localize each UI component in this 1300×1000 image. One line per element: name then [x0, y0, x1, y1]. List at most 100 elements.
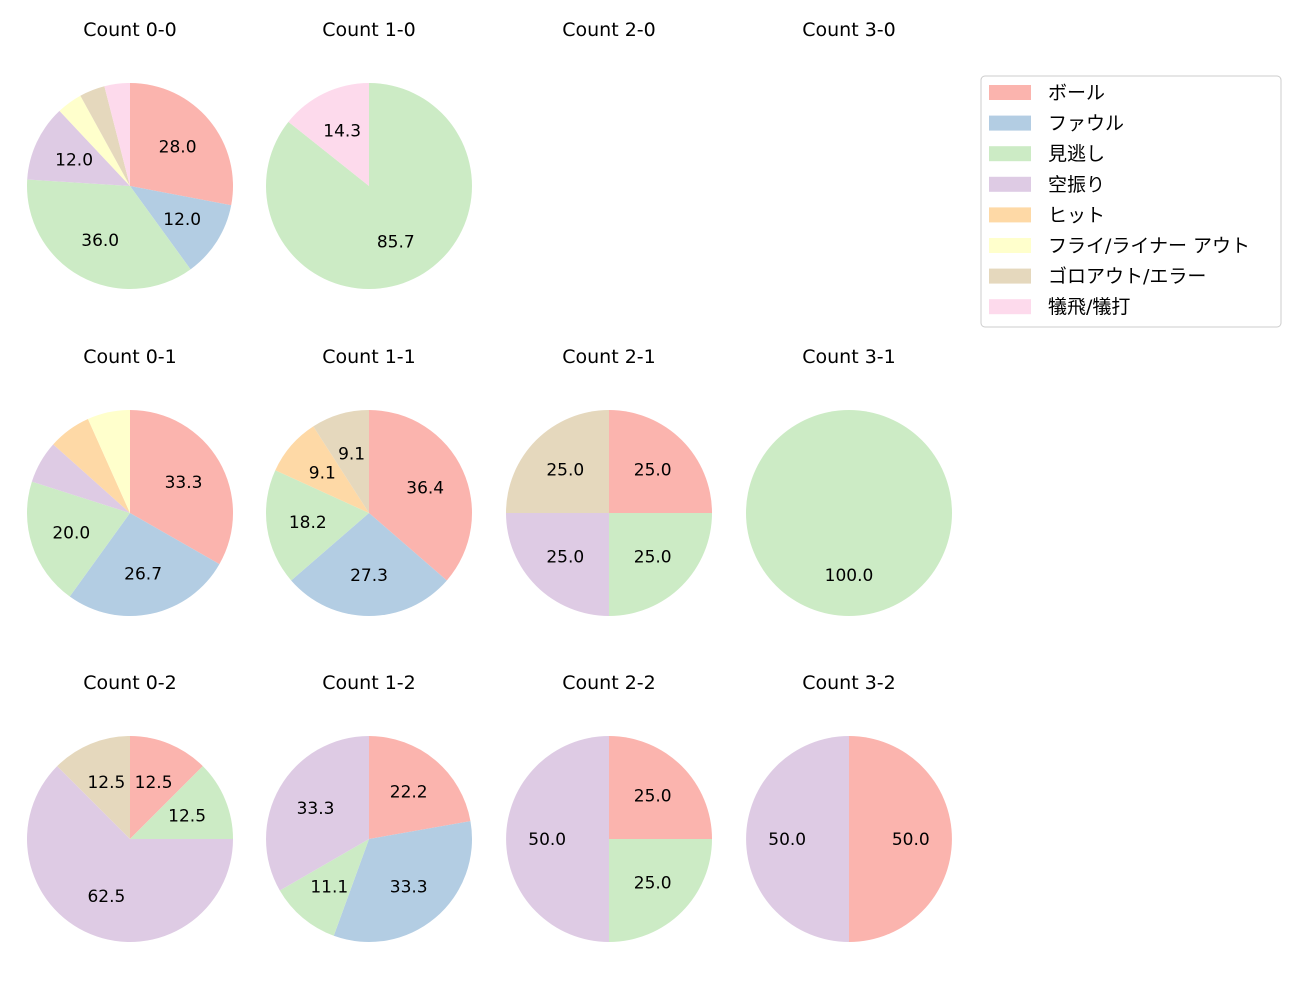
pie-chart: Count 3-1 100.0	[746, 346, 952, 616]
legend-swatch-hit	[989, 207, 1031, 223]
chart-title: Count 2-1	[562, 346, 656, 368]
legend-label: 空振り	[1048, 174, 1105, 196]
pie-slice-ball	[369, 736, 471, 839]
slice-label: 14.3	[323, 121, 361, 141]
chart-title: Count 3-0	[802, 19, 896, 41]
legend-swatch-groundout	[989, 268, 1031, 284]
slice-label: 9.1	[309, 464, 336, 484]
pie-slice-hit	[53, 418, 131, 513]
pie-slice-swinging	[31, 444, 131, 513]
slice-label: 28.0	[159, 138, 197, 158]
pie-slice-foul	[69, 513, 220, 617]
legend-label: 犠飛/犠打	[1048, 296, 1130, 318]
slice-label: 9.1	[338, 445, 365, 465]
pie-chart: Count 3-2 50.0 50.0	[746, 672, 952, 942]
pie-slice-called	[265, 83, 472, 289]
slice-label: 25.0	[634, 874, 672, 894]
slice-label: 33.3	[297, 799, 335, 819]
pie-chart: Count 2-0	[562, 19, 656, 41]
pie-slice-called	[609, 839, 712, 942]
slice-label: 36.4	[406, 478, 444, 498]
pie-slice-swinging	[26, 766, 233, 943]
pie-slice-swinging	[506, 513, 609, 616]
chart-title: Count 0-2	[83, 672, 177, 694]
pie-slice-hit	[275, 426, 369, 513]
slice-label: 25.0	[634, 548, 672, 568]
legend-frame	[980, 75, 1282, 328]
slice-label: 33.3	[165, 473, 203, 493]
slice-label: 11.1	[310, 877, 348, 897]
legend-swatch-swinging	[989, 176, 1031, 192]
pie-slice-called	[130, 766, 233, 839]
slice-label: 18.2	[289, 513, 327, 533]
pie-slice-swinging	[506, 736, 609, 942]
legend-label: ボール	[1048, 82, 1105, 104]
legend-swatch-foul	[989, 115, 1031, 131]
pie-chart: Count 2-1 25.0 25.0 25.0 25.0	[506, 346, 712, 616]
slice-label: 12.0	[55, 151, 93, 171]
pie-chart: Count 2-2 25.0 25.0 50.0	[506, 672, 712, 942]
legend-label: フライ/ライナー アウト	[1048, 235, 1250, 257]
chart-title: Count 2-2	[562, 672, 656, 694]
pie-slice-ball	[369, 410, 472, 581]
pie-chart: Count 0-1 33.3 26.7 20.0	[26, 346, 234, 617]
slice-label: 25.0	[634, 460, 672, 480]
pie-chart: Count 1-2 22.2 33.3 11.1 33.3	[266, 672, 473, 943]
chart-title: Count 0-1	[83, 346, 177, 368]
pie-slice-called	[746, 410, 952, 616]
pie-slice-flyout	[59, 95, 130, 186]
slice-label: 25.0	[634, 786, 672, 806]
pie-slice-called	[609, 513, 712, 616]
pie-slice-foul	[130, 186, 232, 270]
pie-slice-flyout	[87, 410, 130, 513]
pie-slice-called	[266, 470, 369, 581]
legend-swatch-ball	[989, 85, 1031, 100]
pie-chart: Count 0-2 12.5 12.5 62.5 12.5	[26, 672, 233, 943]
pie-chart: Count 1-0 85.7 14.3	[265, 19, 472, 289]
pie-chart: Count 1-1 36.4 27.3 18.2 9.19.1	[266, 346, 472, 616]
legend-label: 見逃し	[1048, 143, 1105, 165]
pie-slice-foul	[333, 821, 473, 943]
pie-slice-groundout	[506, 410, 609, 513]
chart-title: Count 3-1	[802, 346, 896, 368]
slice-label: 36.0	[81, 231, 119, 251]
slice-label: 100.0	[825, 566, 874, 586]
pie-slice-groundout	[313, 410, 369, 513]
pie-slice-swinging	[266, 736, 369, 891]
pie-slice-ball	[609, 736, 712, 839]
pie-slice-swinging	[27, 110, 131, 186]
pie-slice-ball	[130, 736, 203, 839]
pie-slice-groundout	[57, 736, 130, 839]
pie-slice-called	[26, 179, 191, 290]
pie-slice-ball	[130, 410, 234, 565]
pie-slice-foul	[291, 513, 447, 616]
slice-label: 20.0	[52, 523, 90, 543]
pie-slice-called	[26, 481, 131, 597]
pie-chart: Count 0-0 28.0 12.0 36.0 12.0	[26, 19, 234, 290]
slice-label: 12.5	[168, 806, 206, 826]
chart-title: Count 2-0	[562, 19, 656, 41]
chart-title: Count 3-2	[802, 672, 896, 694]
legend-label: ファウル	[1048, 113, 1124, 135]
legend-label: ヒット	[1048, 204, 1105, 226]
pie-slice-ball	[849, 736, 952, 942]
slice-label: 25.0	[546, 548, 584, 568]
chart-title: Count 1-1	[322, 346, 416, 368]
slice-label: 62.5	[87, 887, 125, 907]
slice-label: 85.7	[377, 233, 415, 253]
slice-label: 12.5	[87, 773, 125, 793]
pie-slice-groundout	[80, 86, 130, 186]
pie-slice-sacrifice	[288, 83, 369, 186]
slice-label: 26.7	[124, 564, 162, 584]
slice-label: 25.0	[546, 460, 584, 480]
slice-label: 33.3	[390, 877, 428, 897]
pie-slice-ball	[609, 410, 712, 513]
slice-label: 12.0	[163, 210, 201, 230]
chart-title: Count 0-0	[83, 19, 177, 41]
legend-swatch-flyout	[989, 238, 1031, 253]
legend-label: ゴロアウト/エラー	[1048, 266, 1206, 288]
pie-slice-called	[279, 839, 369, 936]
chart-title: Count 1-0	[322, 19, 416, 41]
